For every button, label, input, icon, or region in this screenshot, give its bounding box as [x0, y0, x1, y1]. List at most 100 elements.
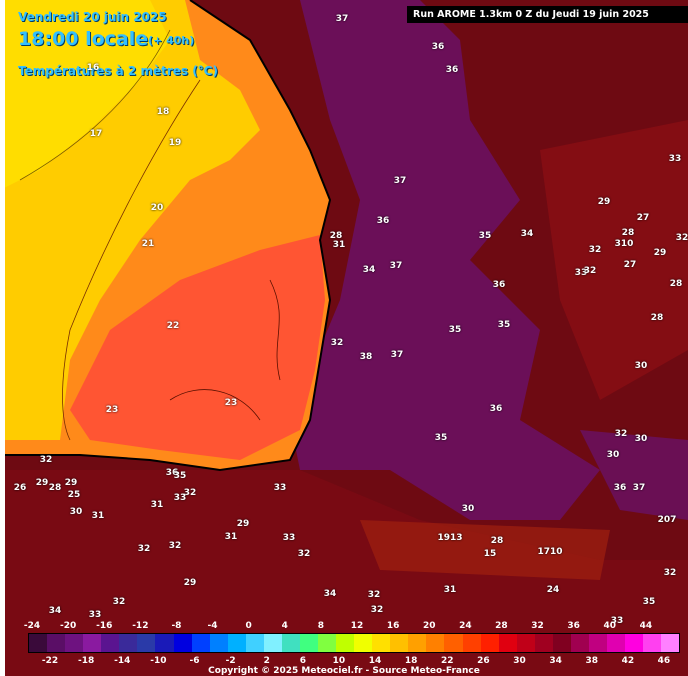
colorbar-tick-bottom: 22	[441, 656, 454, 666]
temperature-value: 32	[367, 590, 381, 600]
temperature-value: 32	[183, 488, 197, 498]
temperature-value: 32	[297, 549, 311, 559]
temperature-value: 27	[636, 213, 650, 223]
colorbar-tick-bottom: -14	[114, 656, 131, 666]
temperature-value: 30	[634, 361, 648, 371]
temperature-value: 32	[112, 597, 126, 607]
colorbar-swatch	[661, 634, 680, 652]
temperature-value: 35	[448, 325, 462, 335]
colorbar-swatch	[83, 634, 102, 652]
colorbar-swatch	[588, 634, 607, 652]
colorbar-swatch	[173, 634, 192, 652]
mountain-zone	[360, 520, 610, 580]
temperature-value: 35	[173, 471, 187, 481]
temperature-value: 31	[91, 511, 105, 521]
temperature-value: 29	[236, 519, 250, 529]
colorbar-tick-top: 28	[495, 621, 508, 631]
temperature-value: 33	[273, 483, 287, 493]
sea-temperature-value: 23	[105, 405, 119, 415]
colorbar-swatch	[318, 634, 337, 652]
colorbar-swatch	[625, 634, 644, 652]
colorbar-tick-bottom: 42	[621, 656, 635, 666]
temperature-value: 37	[390, 350, 404, 360]
temperature-value: 37	[389, 261, 403, 271]
colorbar-tick-top: 8	[317, 621, 325, 631]
colorbar-swatch	[263, 634, 282, 652]
sea-coral	[70, 235, 325, 460]
colorbar-tick-top: 40	[603, 621, 617, 631]
colorbar-swatch	[607, 634, 626, 652]
sea-temperature-value: 19	[168, 138, 182, 148]
sea-yellow-light	[0, 0, 170, 190]
temperature-value: 33	[173, 493, 187, 503]
temperature-value: 28	[490, 536, 504, 546]
lead-time: (+ 40h)	[148, 34, 195, 47]
temperature-value: 33	[574, 268, 588, 278]
temperature-value: 32	[663, 568, 677, 578]
temperature-value: 36	[492, 280, 506, 290]
sea-temperature-value: 22	[166, 321, 180, 331]
colorbar-tick-top: 24	[459, 621, 472, 631]
temperature-value: 29	[64, 478, 78, 488]
colorbar-swatch	[101, 634, 120, 652]
temperature-value: 33	[668, 154, 682, 164]
colorbar-swatch	[47, 634, 66, 652]
temperature-value: 34	[323, 589, 337, 599]
temperature-value: 35	[642, 597, 656, 607]
temperature-value: 15	[483, 549, 497, 559]
colorbar-tick-bottom: 26	[477, 656, 490, 666]
colorbar-swatch	[245, 634, 264, 652]
temperature-value: 37	[335, 14, 349, 24]
temperature-value: 29	[653, 248, 667, 258]
temperature-value: 310	[614, 239, 634, 249]
colorbar-tick-bottom: 34	[549, 656, 562, 666]
colorbar-swatch	[426, 634, 445, 652]
temperature-value: 32	[137, 544, 151, 554]
temperature-value: 34	[520, 229, 534, 239]
temperature-value: 28	[621, 228, 635, 238]
temperature-value: 37	[632, 483, 646, 493]
temperature-value: 36	[445, 65, 459, 75]
colorbar-swatch	[354, 634, 373, 652]
colorbar-tick-bottom: 14	[368, 656, 382, 666]
temperature-value: 28	[669, 279, 683, 289]
temperature-value: 1913	[437, 533, 463, 543]
temperature-value: 31	[443, 585, 457, 595]
temperature-value: 24	[546, 585, 560, 595]
coastline	[0, 0, 332, 472]
colorbar-tick-top: 20	[422, 621, 436, 631]
temperature-value: 207	[657, 515, 677, 525]
colorbar-tick-bottom: -18	[78, 656, 95, 666]
colorbar-tick-bottom: 38	[585, 656, 598, 666]
colorbar-tick-top: 32	[531, 621, 544, 631]
run-banner: Run AROME 1.3km 0 Z du Jeudi 19 juin 202…	[407, 6, 688, 23]
sea-temperature-value: 17	[89, 129, 103, 139]
sea-temperature-value: 20	[150, 203, 164, 213]
temperature-value: 32	[39, 455, 53, 465]
colorbar-swatch	[390, 634, 409, 652]
colorbar-tick-bottom: -22	[41, 656, 59, 666]
temperature-value: 31	[150, 500, 164, 510]
colorbar-swatch	[408, 634, 427, 652]
sea-temperature-value: 23	[224, 398, 238, 408]
warm-patch	[540, 120, 688, 400]
variable-title: Températures à 2 mètres (°C)	[18, 64, 218, 78]
colorbar-swatch	[336, 634, 355, 652]
temperature-value: 36	[489, 404, 503, 414]
colorbar-swatch	[209, 634, 228, 652]
colorbar-tick-top: 36	[567, 621, 580, 631]
temperature-value: 28	[48, 483, 62, 493]
temperature-value: 35	[478, 231, 492, 241]
temperature-value: 32	[168, 541, 182, 551]
temperature-value: 29	[597, 197, 611, 207]
temperature-value: 29	[183, 578, 197, 588]
colorbar-swatch	[191, 634, 210, 652]
colorbar-tick-bottom: 18	[404, 656, 418, 666]
colorbar-tick-top: 44	[639, 621, 653, 631]
colorbar-swatch	[29, 634, 48, 652]
hot-zone-east	[580, 430, 688, 520]
sea-temperature-value: 16	[86, 63, 100, 73]
colorbar-tick-bottom: -6	[189, 656, 200, 666]
